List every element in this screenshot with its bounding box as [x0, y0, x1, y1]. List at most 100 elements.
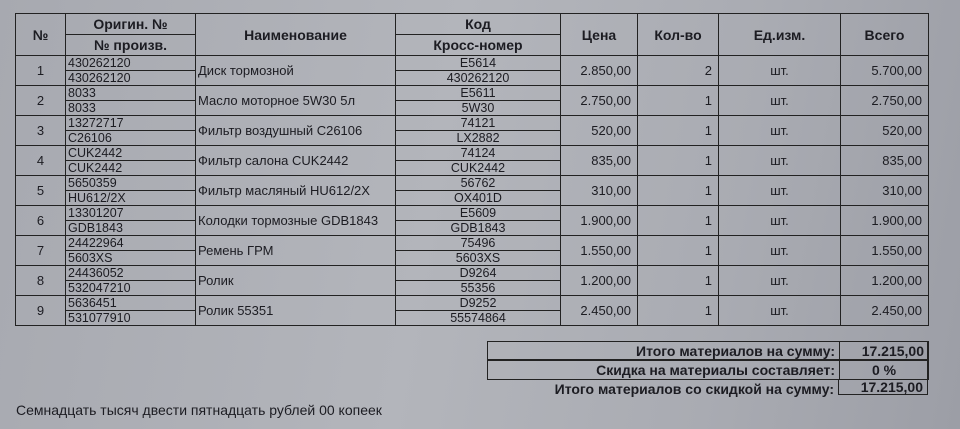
- item-total: 1.900,00: [840, 205, 929, 236]
- manufacturer-number: 531077910: [65, 310, 196, 326]
- cross-number: CUK2442: [395, 160, 561, 176]
- item-quantity: 1: [637, 265, 719, 296]
- item-total: 310,00: [840, 175, 929, 206]
- item-total: 2.750,00: [840, 85, 929, 116]
- item-quantity: 2: [637, 55, 719, 86]
- item-code: E5614: [395, 55, 561, 71]
- item-code: D9252: [395, 295, 561, 311]
- row-number: 9: [15, 295, 66, 326]
- item-price: 1.900,00: [560, 205, 638, 236]
- item-quantity: 1: [637, 145, 719, 176]
- item-name: Фильтр салона CUK2442: [195, 145, 396, 176]
- item-unit: шт.: [718, 145, 841, 176]
- item-name: Ролик: [195, 265, 396, 296]
- item-total: 1.550,00: [840, 235, 929, 266]
- discount-value: 0 %: [839, 359, 929, 380]
- item-code: 74124: [395, 145, 561, 161]
- row-number: 1: [15, 55, 66, 86]
- manufacturer-number: CUK2442: [65, 160, 196, 176]
- table-row: 4 CUK2442 Фильтр салона CUK2442 74124 835,00…: [15, 145, 929, 176]
- item-code: E5611: [395, 85, 561, 101]
- item-name: Ремень ГРМ: [195, 235, 396, 266]
- cross-number: 5W30: [395, 100, 561, 116]
- item-price: 2.750,00: [560, 85, 638, 116]
- item-total: 520,00: [840, 115, 929, 146]
- item-price: 2.450,00: [560, 295, 638, 326]
- table-row: 6 13301207 Колодки тормозные GDB1843 E5609 1…: [15, 205, 929, 236]
- original-number: 5636451: [65, 295, 196, 311]
- table-row: 5 5650359 Фильтр масляный HU612/2X 56762 310…: [15, 175, 929, 206]
- cross-number: OX401D: [395, 190, 561, 206]
- table-row-sub: HU612/2X OX401D: [16, 190, 929, 206]
- cross-number: 430262120: [395, 70, 561, 86]
- table-row-sub: 531077910 55574864: [16, 310, 929, 326]
- manufacturer-number: HU612/2X: [65, 190, 196, 206]
- manufacturer-number: 430262120: [65, 70, 196, 86]
- item-code: 74121: [395, 115, 561, 131]
- amount-in-words: Семнадцать тысяч двести пятнадцать рубле…: [16, 402, 382, 418]
- cross-number: GDB1843: [395, 220, 561, 236]
- item-quantity: 1: [637, 235, 719, 266]
- header-mfr: № произв.: [65, 34, 196, 56]
- header-qty: Кол-во: [637, 13, 719, 56]
- total-label: Итого материалов на сумму:: [636, 343, 835, 359]
- header-total: Всего: [840, 13, 929, 56]
- item-name: Фильтр масляный HU612/2X: [195, 175, 396, 206]
- original-number: 430262120: [65, 55, 196, 71]
- cross-number: 55574864: [395, 310, 561, 326]
- item-code: E5609: [395, 205, 561, 221]
- item-unit: шт.: [718, 55, 841, 86]
- discounted-label: Итого материалов со скидкой на сумму:: [554, 381, 834, 397]
- header-orig: Оригин. №: [65, 13, 196, 35]
- table-row-sub: 5603XS 5603XS: [16, 250, 929, 266]
- original-number: CUK2442: [65, 145, 196, 161]
- total-value: 17.215,00: [839, 340, 929, 360]
- item-price: 520,00: [560, 115, 638, 146]
- item-price: 310,00: [560, 175, 638, 206]
- header-code: Код: [395, 13, 561, 35]
- row-number: 7: [15, 235, 66, 266]
- discounted-value: 17.215,00: [838, 379, 928, 395]
- item-total: 1.200,00: [840, 265, 929, 296]
- original-number: 24436052: [65, 265, 196, 281]
- cross-number: LX2882: [395, 130, 561, 146]
- item-price: 2.850,00: [560, 55, 638, 86]
- header-num: №: [15, 13, 66, 56]
- item-unit: шт.: [718, 205, 841, 236]
- original-number: 24422964: [65, 235, 196, 251]
- item-code: 75496: [395, 235, 561, 251]
- item-unit: шт.: [718, 235, 841, 266]
- header-price: Цена: [560, 13, 638, 56]
- item-quantity: 1: [637, 115, 719, 146]
- item-unit: шт.: [718, 295, 841, 326]
- item-unit: шт.: [718, 265, 841, 296]
- item-name: Колодки тормозные GDB1843: [195, 205, 396, 236]
- original-number: 13272717: [65, 115, 196, 131]
- item-total: 2.450,00: [840, 295, 929, 326]
- item-name: Ролик 55351: [195, 295, 396, 326]
- item-quantity: 1: [637, 205, 719, 236]
- table-row: 8 24436052 Ролик D9264 1.200,00 1 шт. 1.200,00: [15, 265, 929, 296]
- invoice-table: № Оригин. № Наименование Код Цена Кол-во…: [15, 13, 929, 326]
- row-number: 6: [15, 205, 66, 236]
- manufacturer-number: 532047210: [65, 280, 196, 296]
- item-code: 56762: [395, 175, 561, 191]
- header-cross: Кросс-номер: [395, 34, 561, 56]
- item-code: D9264: [395, 265, 561, 281]
- row-number: 4: [15, 145, 66, 176]
- manufacturer-number: C26106: [65, 130, 196, 146]
- item-unit: шт.: [718, 115, 841, 146]
- manufacturer-number: GDB1843: [65, 220, 196, 236]
- original-number: 8033: [65, 85, 196, 101]
- item-quantity: 1: [637, 295, 719, 326]
- cross-number: 55356: [395, 280, 561, 296]
- header-unit: Ед.изм.: [718, 13, 841, 56]
- table-row: 7 24422964 Ремень ГРМ 75496 1.550,00 1 шт. 1.55…: [15, 235, 929, 266]
- manufacturer-number: 8033: [65, 100, 196, 116]
- item-quantity: 1: [637, 175, 719, 206]
- item-total: 835,00: [840, 145, 929, 176]
- table-row-sub: 532047210 55356: [16, 280, 929, 296]
- table-row-sub: C26106 LX2882: [16, 130, 929, 146]
- table-row: 2 8033 Масло моторное 5W30 5л E5611 2.750,00…: [15, 85, 929, 116]
- header-name: Наименование: [195, 13, 396, 56]
